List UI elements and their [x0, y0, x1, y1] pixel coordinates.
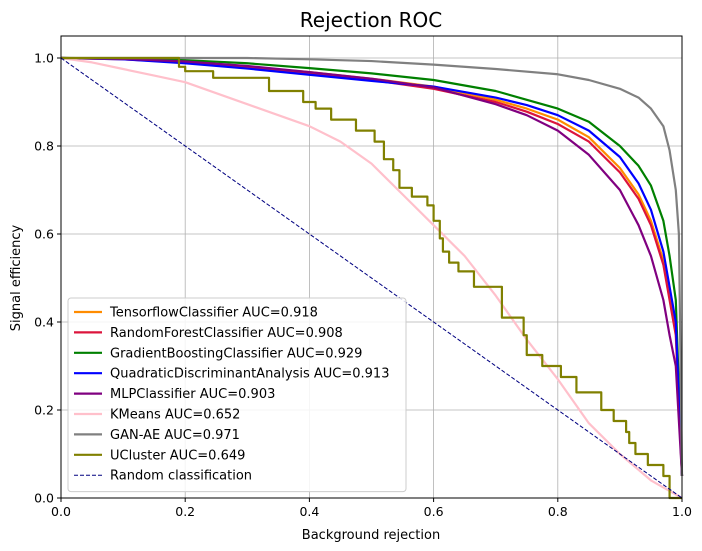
series-line-quadraticdiscriminantanalysis	[60, 56, 684, 477]
x-tick-label: 0.4	[299, 504, 319, 519]
plot-area	[60, 56, 684, 500]
series-line-random	[60, 57, 683, 499]
y-tick-label: 0.0	[34, 491, 54, 506]
series-line-ucluster	[61, 56, 682, 500]
chart-title: Rejection ROC	[300, 8, 442, 32]
y-tick-label: 0.8	[34, 139, 54, 154]
x-tick-label: 0.6	[424, 504, 444, 519]
legend-entry: Random classification	[110, 469, 252, 484]
x-tick-label: 0.8	[548, 504, 568, 519]
x-axis-label: Background rejection	[302, 528, 440, 543]
legend-entry: QuadraticDiscriminantAnalysis AUC=0.913	[110, 367, 389, 382]
x-tick-label: 0.2	[175, 504, 195, 519]
legend-entry: UCluster AUC=0.649	[110, 448, 245, 463]
axis-ticks: 0.0 0.2 0.4 0.6 0.8 1.0 0.0 0.2 0.4 0.6 0.8 1.0	[34, 51, 692, 520]
axes-frame	[60, 35, 683, 499]
x-tick-label: 1.0	[672, 504, 692, 519]
y-tick-label: 0.2	[34, 403, 54, 418]
legend-entry: GAN-AE AUC=0.971	[110, 428, 240, 443]
legend: TensorflowClassifier AUC=0.918 RandomFore…	[67, 297, 407, 493]
y-tick-label: 0.6	[34, 227, 54, 242]
legend-entry: GradientBoostingClassifier AUC=0.929	[110, 346, 362, 361]
legend-entry: KMeans AUC=0.652	[110, 408, 240, 423]
series-line-mlpclassifier	[60, 56, 684, 477]
legend-entry: MLPClassifier AUC=0.903	[110, 387, 275, 402]
legend-entry: RandomForestClassifier AUC=0.908	[110, 326, 343, 341]
y-tick-label: 1.0	[34, 51, 54, 66]
series-line-gan-ae	[61, 56, 684, 477]
series-line-gradientboostingclassifier	[60, 56, 684, 477]
x-tick-label: 0.0	[51, 504, 71, 519]
legend-entry: TensorflowClassifier AUC=0.918	[109, 306, 318, 321]
y-axis-label: Signal efficiency	[9, 224, 24, 331]
legend-box	[67, 297, 407, 493]
y-tick-label: 0.4	[34, 315, 54, 330]
series-line-kmeans	[60, 56, 683, 499]
